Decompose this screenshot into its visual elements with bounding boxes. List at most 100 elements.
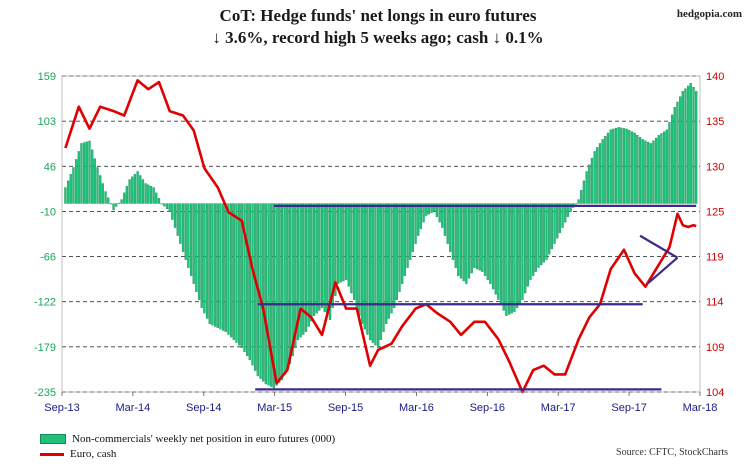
net-position-bar — [649, 143, 652, 204]
net-position-bar — [606, 132, 610, 204]
net-position-bar — [270, 203, 273, 387]
net-position-bar — [593, 151, 596, 204]
net-position-bar — [526, 203, 529, 287]
x-tick-label: Mar-16 — [399, 402, 434, 414]
net-position-bar — [475, 203, 479, 270]
net-position-bar — [139, 175, 142, 204]
net-position-bar — [115, 203, 118, 207]
net-position-bar — [240, 203, 243, 349]
net-position-bar — [558, 203, 562, 234]
net-position-bar — [545, 203, 548, 260]
net-position-bar — [542, 203, 545, 263]
net-position-bar — [232, 203, 235, 341]
net-position-bar — [366, 203, 369, 335]
net-position-bar — [288, 203, 292, 365]
net-position-bar — [617, 127, 620, 204]
net-position-bar — [577, 199, 580, 204]
net-position-bar — [590, 157, 594, 204]
net-position-bar — [438, 203, 441, 223]
net-position-bar — [486, 203, 489, 280]
net-position-bar — [82, 142, 86, 204]
legend-line-label: Euro, cash — [70, 448, 117, 460]
net-position-bar — [620, 127, 623, 204]
net-position-bar — [625, 128, 628, 204]
net-position-bar — [387, 203, 390, 319]
net-position-bar — [684, 88, 687, 204]
net-position-bar — [74, 159, 78, 204]
net-position-bar — [77, 151, 80, 204]
net-position-bar — [379, 203, 382, 341]
net-position-bar — [668, 122, 671, 204]
net-position-bar — [128, 179, 131, 204]
net-position-bar — [101, 183, 105, 204]
net-position-bar — [502, 203, 505, 311]
net-position-bar — [243, 203, 246, 353]
net-position-bar — [315, 203, 318, 314]
net-position-bar — [515, 203, 519, 308]
net-position-bar — [417, 203, 420, 236]
brand-watermark: hedgopia.com — [676, 8, 742, 20]
net-position-bar — [328, 203, 332, 320]
net-position-bar — [521, 203, 524, 300]
net-position-bar — [163, 203, 166, 207]
net-position-bar — [80, 143, 83, 204]
net-position-bar — [181, 203, 185, 252]
net-position-bar — [435, 203, 439, 218]
net-position-bar — [425, 203, 428, 216]
net-position-bar — [296, 203, 300, 341]
net-position-bar — [427, 203, 431, 215]
net-position-bar — [678, 96, 682, 204]
net-position-bar — [529, 203, 532, 280]
x-tick-label: Mar-17 — [541, 402, 576, 414]
net-position-bar — [168, 203, 171, 212]
x-tick-label: Sep-16 — [470, 402, 505, 414]
net-position-bar — [323, 203, 326, 312]
bar-series — [64, 83, 698, 389]
net-position-bar — [556, 203, 559, 239]
net-position-bar — [604, 136, 607, 204]
net-position-bar — [117, 202, 121, 204]
legend-bars: Non-commercials' weekly net position in … — [40, 433, 335, 445]
net-position-bar — [433, 203, 436, 212]
net-position-bar — [393, 203, 396, 308]
net-position-bar — [398, 203, 401, 292]
y-right-tick-label: 140 — [706, 71, 724, 83]
net-position-bar — [221, 203, 225, 331]
net-position-bar — [192, 203, 195, 284]
y-right-tick-label: 135 — [706, 116, 724, 128]
net-position-bar — [395, 203, 398, 300]
x-tick-label: Sep-15 — [328, 402, 363, 414]
net-position-bar — [350, 203, 353, 294]
x-tick-label: Sep-17 — [611, 402, 646, 414]
net-position-bar — [449, 203, 452, 252]
y-left-tick-label: -179 — [34, 342, 56, 354]
net-position-bar — [304, 203, 308, 332]
net-position-bar — [213, 203, 217, 327]
net-position-bar — [497, 203, 500, 300]
net-position-bar — [630, 131, 634, 204]
net-position-bar — [208, 203, 211, 324]
net-position-bar — [109, 203, 113, 205]
net-position-bar — [505, 203, 508, 316]
net-position-bar — [205, 203, 209, 319]
net-position-bar — [657, 135, 660, 204]
net-position-bar — [254, 203, 257, 371]
net-position-bar — [342, 203, 345, 282]
net-position-bar — [467, 203, 471, 279]
net-position-bar — [478, 203, 481, 271]
net-position-bar — [385, 203, 388, 324]
y-left-tick-label: 46 — [44, 161, 56, 173]
net-position-bar — [157, 198, 161, 204]
net-position-bar — [66, 180, 70, 204]
net-position-bar — [532, 203, 535, 276]
net-position-bar — [662, 131, 666, 204]
net-position-bar — [676, 101, 679, 204]
net-position-bar — [564, 203, 567, 223]
net-position-bar — [609, 129, 612, 204]
net-position-bar — [264, 203, 268, 385]
legend-bar-label: Non-commercials' weekly net position in … — [72, 433, 336, 445]
net-position-bar — [692, 87, 695, 204]
net-position-bar — [99, 175, 102, 204]
net-position-bar — [513, 203, 516, 312]
net-position-bar — [125, 185, 129, 204]
